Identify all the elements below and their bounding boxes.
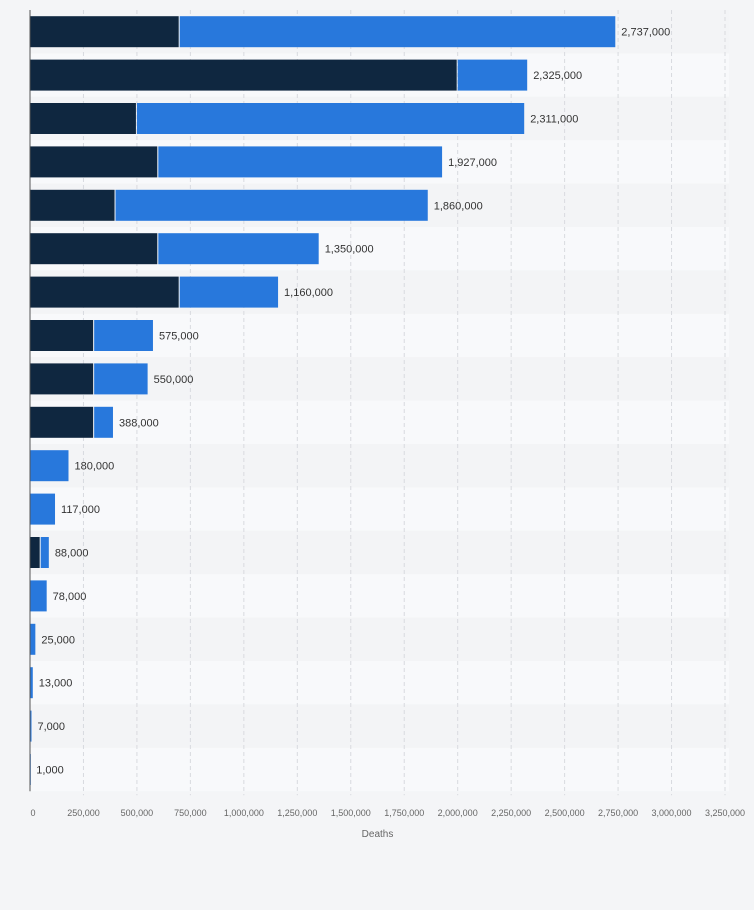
bar-value-label: 180,000 bbox=[74, 461, 114, 473]
x-tick-label: 1,250,000 bbox=[277, 808, 317, 818]
x-tick-label: 2,000,000 bbox=[438, 808, 478, 818]
bar-value-label: 575,000 bbox=[159, 331, 199, 343]
bar-segment-blue bbox=[30, 710, 32, 742]
bar-value-label: 7,000 bbox=[37, 721, 65, 733]
bar-value-label: 550,000 bbox=[154, 374, 194, 386]
bar-segment-blue bbox=[179, 16, 616, 48]
bar-value-label: 1,860,000 bbox=[434, 200, 483, 212]
x-tick-label: 1,000,000 bbox=[224, 808, 264, 818]
x-axis-title: Deaths bbox=[362, 829, 394, 840]
x-tick-label: 3,000,000 bbox=[652, 808, 692, 818]
bar-segment-dark bbox=[30, 233, 158, 265]
x-tick-label: 1,750,000 bbox=[384, 808, 424, 818]
x-tick-label: 500,000 bbox=[121, 808, 154, 818]
value-labels: 2,737,000 2,325,000 2,311,000 1,927,000 1,86… bbox=[36, 27, 670, 777]
x-tick-label: 750,000 bbox=[174, 808, 207, 818]
bar-segment-blue bbox=[158, 146, 443, 178]
grid-lines bbox=[82, 10, 726, 796]
bar-segment-blue bbox=[457, 59, 528, 91]
x-tick-label: 2,750,000 bbox=[598, 808, 638, 818]
x-tick-label: 250,000 bbox=[67, 808, 100, 818]
bar-segment-dark bbox=[30, 276, 179, 308]
bar-value-label: 1,000 bbox=[36, 765, 64, 777]
bar-segment-dark bbox=[30, 146, 158, 178]
row-band bbox=[30, 530, 729, 575]
x-tick-label: 3,250,000 bbox=[705, 808, 745, 818]
row-band bbox=[30, 661, 729, 705]
bar-segment-blue bbox=[30, 580, 47, 612]
x-tick-label: 2,500,000 bbox=[545, 808, 585, 818]
bar-segment-blue bbox=[94, 363, 148, 395]
bar-value-label: 2,311,000 bbox=[530, 114, 578, 126]
bar-value-label: 2,325,000 bbox=[533, 70, 582, 82]
bar-segment-dark bbox=[30, 363, 94, 395]
bar-value-label: 2,737,000 bbox=[621, 27, 670, 39]
bar-value-label: 388,000 bbox=[119, 417, 159, 429]
x-tick-label: 0 bbox=[30, 808, 35, 818]
bar-segment-blue bbox=[179, 276, 279, 308]
bar-segment-dark bbox=[30, 189, 115, 221]
bar-segment-blue bbox=[30, 450, 69, 482]
bar-value-label: 25,000 bbox=[41, 634, 75, 646]
bar-value-label: 88,000 bbox=[55, 548, 89, 560]
bar-segment-blue bbox=[40, 537, 49, 568]
row-band bbox=[30, 400, 729, 444]
bar-segment-blue bbox=[30, 667, 33, 699]
bar-value-label: 1,927,000 bbox=[448, 157, 497, 169]
x-tick-label: 2,250,000 bbox=[491, 808, 531, 818]
bar-segment-blue bbox=[30, 493, 56, 525]
x-axis-ticks: 0 250,000 500,000 750,000 1,000,000 1,250,000… bbox=[30, 808, 745, 818]
row-band bbox=[30, 747, 729, 792]
bar-value-label: 117,000 bbox=[61, 504, 100, 516]
bar-segment-dark bbox=[30, 320, 94, 351]
x-tick-label: 1,500,000 bbox=[331, 808, 371, 818]
bar-segment-dark bbox=[30, 59, 457, 91]
bar-segment-dark bbox=[30, 537, 40, 568]
bar-value-label: 1,160,000 bbox=[284, 287, 333, 299]
bar-value-label: 1,350,000 bbox=[325, 244, 374, 256]
bar-segment-blue bbox=[136, 103, 525, 134]
bar-value-label: 78,000 bbox=[53, 591, 87, 603]
bar-value-label: 13,000 bbox=[39, 678, 73, 690]
bar-segment-dark bbox=[30, 16, 179, 48]
row-band bbox=[30, 444, 729, 488]
row-band bbox=[30, 704, 729, 748]
bar-segment-dark bbox=[30, 406, 94, 438]
bars bbox=[30, 16, 616, 785]
row-band bbox=[30, 574, 729, 618]
bar-segment-dark bbox=[30, 103, 136, 134]
bar-segment-blue bbox=[115, 189, 428, 221]
bar-segment-blue bbox=[158, 233, 319, 265]
bar-segment-blue bbox=[30, 623, 36, 655]
bar-segment-blue bbox=[94, 406, 113, 438]
row-band bbox=[30, 487, 729, 531]
row-band bbox=[30, 617, 729, 661]
bar-segment-blue bbox=[94, 320, 153, 351]
